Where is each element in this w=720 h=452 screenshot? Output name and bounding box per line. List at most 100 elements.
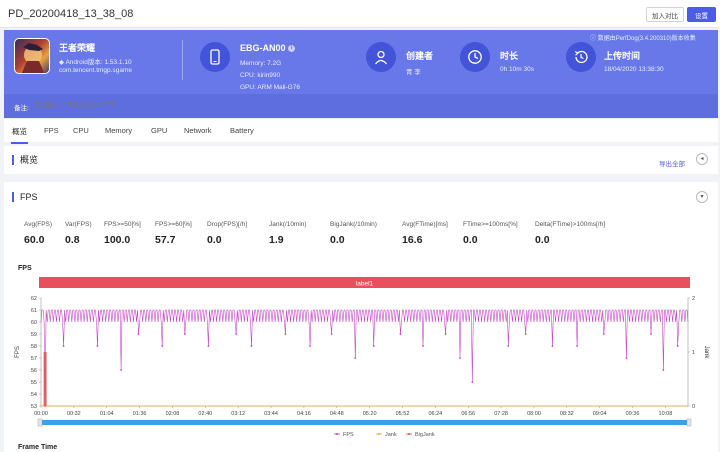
x-tick-label: 02:40 <box>198 411 212 417</box>
y2-tick-label: 0 <box>692 404 695 410</box>
device-name: EBG-AN00 i <box>240 43 296 53</box>
metric-delta-ftime: Delta(FTime)>100ms[/h] 0.0 <box>535 221 606 246</box>
fps-dip-point <box>250 345 253 347</box>
x-tick-label: 07:28 <box>494 411 508 417</box>
fps-dip-point <box>650 333 652 335</box>
y-tick-label: 57 <box>31 356 37 362</box>
y-tick-label: 56 <box>31 368 37 374</box>
x-tick-label: 04:16 <box>297 411 311 417</box>
fps-dip-point <box>551 345 554 347</box>
legend-label: BigJank <box>415 432 435 438</box>
metric-bigjank: BigJank(/10min) 0.0 <box>330 221 377 246</box>
tab-network[interactable]: Network <box>184 126 212 135</box>
tab-gpu[interactable]: GPU <box>151 126 168 135</box>
fps-chart: label1 53 54 55 56 57 58 59 60 61 62 0 1 2 FPS Jank 00:0… <box>15 277 709 438</box>
legend-label: Jank <box>385 432 397 438</box>
fps-dip-point <box>422 345 424 347</box>
x-tick-label: 06:56 <box>461 411 475 417</box>
info-circle-icon: ⓘ <box>590 36 597 42</box>
android-icon: ◆ <box>59 59 64 66</box>
note-label: 备注: <box>14 105 29 112</box>
metric-var-fps: Var(FPS) 0.8 <box>65 221 92 246</box>
y-tick-label: 53 <box>31 404 37 410</box>
collapse-left-icon[interactable]: ◂ <box>696 153 708 165</box>
x-tick-label: 00:00 <box>34 411 48 417</box>
y-tick-label: 62 <box>31 296 37 302</box>
history-icon <box>566 42 596 72</box>
tab-fps[interactable]: FPS <box>44 126 59 135</box>
fps-chart-title: FPS <box>18 265 32 272</box>
clock-icon <box>460 42 490 72</box>
metric-fps-ge-60: FPS>=60[%] 57.7 <box>155 221 192 246</box>
metric-avg-ftime: Avg(FTime)[ms] 16.6 <box>402 221 448 246</box>
y2-axis-title: Jank <box>703 346 709 360</box>
y2-tick-label: 2 <box>692 296 695 302</box>
export-all-link[interactable]: 导出全部 <box>659 161 685 168</box>
fps-dip-point <box>161 345 164 347</box>
tab-cpu[interactable]: CPU <box>73 126 89 135</box>
fps-dip-point <box>372 345 375 347</box>
fps-dip-point <box>330 333 333 335</box>
fps-dip-point <box>284 333 287 335</box>
legend-dot <box>408 433 410 435</box>
x-tick-label: 01:36 <box>133 411 147 417</box>
x-tick-label: 03:44 <box>264 411 278 417</box>
legend-dot <box>378 433 380 435</box>
jank-bar <box>43 352 47 406</box>
metric-drop-fps: Drop(FPS)[/h] 0.0 <box>207 221 248 246</box>
collapse-down-icon[interactable]: ▾ <box>696 191 708 203</box>
x-tick-label: 09:36 <box>626 411 640 417</box>
y-tick-label: 55 <box>31 380 37 386</box>
upload-time-label: 上传时间 <box>604 51 641 61</box>
fps-dip-point <box>354 357 357 359</box>
fps-dip-point <box>309 345 311 347</box>
fps-dip-point <box>399 333 402 335</box>
add-to-compare-button[interactable]: 加入对比 <box>646 7 684 22</box>
y-tick-label: 59 <box>31 332 37 338</box>
fps-dip-point <box>459 357 461 359</box>
legend-dot <box>336 433 338 435</box>
settings-button[interactable]: 设置 <box>687 7 716 22</box>
fps-dip-point <box>625 357 628 359</box>
app-name: 王者荣耀 <box>59 43 96 53</box>
overview-title: 概览 <box>12 155 38 165</box>
report-header: 王者荣耀 ◆ Android版本: 1.53.1.10 com.tencent.… <box>4 30 718 118</box>
upload-time-value: 18/04/2020 13:38:30 <box>604 66 664 73</box>
chart-zoom-bar <box>41 420 688 425</box>
tab-memory[interactable]: Memory <box>105 126 133 135</box>
y-tick-label: 58 <box>31 344 37 350</box>
x-tick-label: 02:08 <box>166 411 180 417</box>
data-source-note: ⓘ 数据由PerfDog(3.4.200310)版本收集 <box>590 36 696 42</box>
note-input[interactable] <box>34 98 334 113</box>
fps-dip-point <box>235 333 238 335</box>
y2-tick-label: 1 <box>692 350 695 356</box>
report-title: PD_20200418_13_38_08 <box>8 8 134 20</box>
fps-dip-point <box>120 369 123 371</box>
frame-time-title: Frame Time <box>18 444 58 451</box>
info-icon[interactable]: i <box>288 45 296 53</box>
fps-dip-point <box>676 345 679 347</box>
duration-value: 0h 10m 30s <box>500 66 534 73</box>
section-tabs: 概览 FPS CPU Memory GPU Network Battery <box>4 119 718 144</box>
x-tick-label: 05:52 <box>396 411 410 417</box>
x-tick-label: 03:12 <box>231 411 245 417</box>
x-tick-label: 04:48 <box>330 411 344 417</box>
fps-dip-point <box>207 345 210 347</box>
fps-dip-point <box>96 345 99 347</box>
overview-section: 概览 导出全部 ◂ <box>4 146 718 174</box>
phone-icon <box>200 42 230 72</box>
x-tick-label: 08:32 <box>560 411 574 417</box>
fps-dip-point <box>183 333 186 335</box>
android-version: ◆ Android版本: 1.53.1.10 <box>59 59 132 66</box>
fps-dip-point <box>576 345 578 347</box>
x-tick-label: 05:20 <box>363 411 377 417</box>
tab-battery[interactable]: Battery <box>230 126 254 135</box>
x-tick-label: 10:08 <box>659 411 673 417</box>
device-memory: Memory: 7.2G <box>240 60 282 67</box>
metric-ftime-ge-100: FTime>=100ms[%] 0.0 <box>463 221 518 246</box>
x-tick-label: 00:32 <box>67 411 81 417</box>
legend-label: FPS <box>343 432 354 438</box>
creator-value: 青 李 <box>406 69 421 76</box>
tab-overview[interactable]: 概览 <box>11 127 28 144</box>
metric-fps-ge-50: FPS>=50[%] 100.0 <box>104 221 141 246</box>
